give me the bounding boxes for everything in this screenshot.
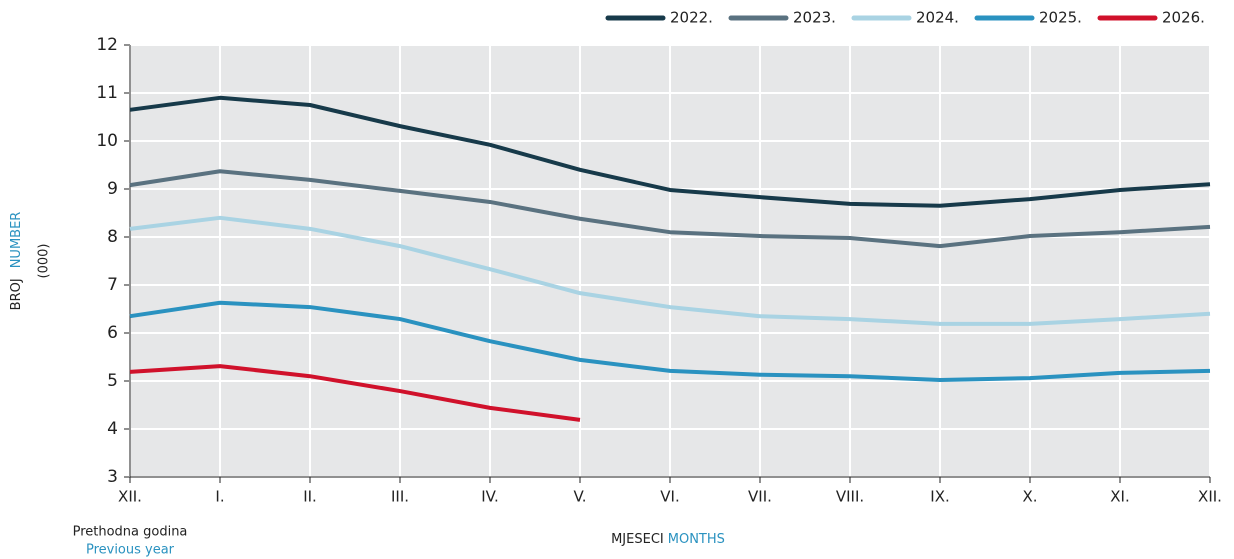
x-tick-label: I.: [215, 488, 224, 506]
line: [129, 215, 1211, 326]
x-label: MJESECI: [611, 532, 664, 547]
y-tick-label: 10: [96, 131, 118, 151]
x-tick-label: III.: [391, 488, 409, 506]
line: [129, 169, 1211, 249]
note: Prethodna godina: [73, 525, 188, 540]
y-tick-label: 12: [96, 35, 118, 55]
line: [129, 95, 1211, 208]
y-tick-label: 6: [107, 323, 118, 343]
y-unit: (000): [37, 244, 52, 279]
x-label-en: MONTHS: [668, 532, 725, 547]
x-tick-label: VIII.: [836, 488, 864, 506]
x-tick-label: VI.: [660, 488, 679, 506]
y-tick-label: 3: [107, 467, 118, 487]
y-label-en: NUMBER: [9, 212, 24, 269]
y-tick-label: 11: [96, 83, 118, 103]
legend-label: 2024.: [916, 9, 959, 27]
x-tick-label: V.: [573, 488, 586, 506]
legend-label: 2025.: [1039, 9, 1082, 27]
x-axis-label: MJESECI MONTHS: [611, 532, 725, 547]
x-tick-label: II.: [303, 488, 317, 506]
legend-label: 2022.: [670, 9, 713, 27]
line: [129, 364, 581, 422]
legend-label: 2026.: [1162, 9, 1205, 27]
y-tick-label: 8: [107, 227, 118, 247]
x-tick-label: VII.: [748, 488, 772, 506]
x-tick-label: IX.: [930, 488, 949, 506]
line: [129, 300, 1211, 383]
legend-label: 2023.: [793, 9, 836, 27]
y-tick-label: 4: [107, 419, 118, 439]
x-tick-label: XII.: [118, 488, 142, 506]
x-tick-label: XI.: [1110, 488, 1129, 506]
x-tick-label: XII.: [1198, 488, 1222, 506]
y-tick-label: 7: [107, 275, 118, 295]
y-label: BROJ: [9, 278, 24, 310]
y-tick-label: 5: [107, 371, 118, 391]
note-en: Previous year: [86, 543, 175, 558]
y-tick-label: 9: [107, 179, 118, 199]
x-tick-label: IV.: [481, 488, 499, 506]
y-axis-label: BROJ NUMBER: [9, 212, 24, 311]
x-tick-label: X.: [1022, 488, 1037, 506]
